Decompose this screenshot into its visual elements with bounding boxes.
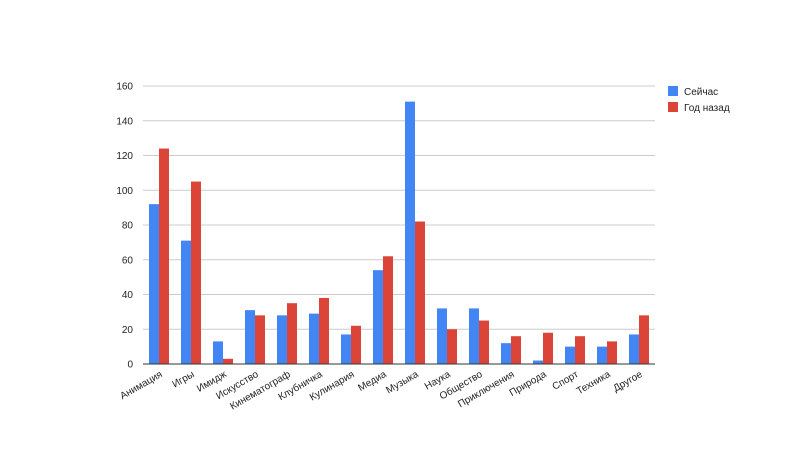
y-tick-label: 0 — [127, 360, 133, 371]
y-tick-label: 20 — [122, 325, 134, 336]
bar-now — [213, 341, 223, 364]
bar-year-ago — [287, 303, 297, 364]
bar-year-ago — [543, 332, 553, 364]
bar-now — [277, 315, 287, 364]
bar-year-ago — [447, 329, 457, 364]
series-0 — [149, 101, 639, 364]
y-tick-label: 80 — [122, 221, 134, 232]
bar-now — [469, 308, 479, 364]
bar-now — [437, 308, 447, 364]
x-tick-label: Природа — [508, 369, 549, 399]
y-tick-label: 160 — [116, 82, 133, 93]
bar-now — [309, 313, 319, 364]
bar-year-ago — [415, 221, 425, 364]
x-tick-label: Музыка — [384, 369, 421, 396]
legend-label: Сейчас — [684, 87, 718, 98]
legend-swatch — [668, 102, 678, 112]
bar-year-ago — [575, 336, 585, 364]
bar-year-ago — [223, 358, 233, 364]
bar-now — [405, 101, 415, 364]
bar-year-ago — [191, 181, 201, 364]
bar-now — [629, 334, 639, 364]
bar-now — [501, 343, 511, 364]
legend-swatch — [668, 86, 678, 96]
bar-now — [533, 360, 543, 364]
series-1 — [159, 148, 649, 364]
bar-year-ago — [255, 315, 265, 364]
x-tick-label: Техника — [575, 369, 613, 397]
bar-year-ago — [607, 341, 617, 364]
bar-year-ago — [383, 256, 393, 364]
x-tick-label: Игры — [171, 369, 197, 390]
bar-now — [181, 240, 191, 364]
y-tick-label: 60 — [122, 255, 134, 266]
bar-now — [149, 204, 159, 364]
y-tick-label: 100 — [116, 186, 133, 197]
y-grid — [143, 85, 655, 365]
bar-now — [565, 346, 575, 364]
legend: Сейчас Год назад — [668, 86, 730, 114]
bar-year-ago — [351, 325, 361, 364]
x-tick-label: Другое — [611, 369, 644, 395]
bar-now — [597, 346, 607, 364]
y-tick-label: 120 — [116, 151, 133, 162]
legend-label: Год назад — [684, 103, 730, 114]
x-tick-label: Медиа — [356, 369, 389, 394]
x-tick-label: Анимация — [118, 369, 164, 402]
bar-year-ago — [319, 297, 329, 364]
bar-year-ago — [639, 315, 649, 364]
bar-now — [341, 334, 351, 364]
bar-year-ago — [479, 320, 489, 364]
bar-year-ago — [511, 336, 521, 364]
bar-now — [373, 270, 383, 364]
y-tick-label: 140 — [116, 116, 133, 127]
y-tick-label: 40 — [122, 290, 134, 301]
bar-now — [245, 310, 255, 364]
bar-year-ago — [159, 148, 169, 364]
